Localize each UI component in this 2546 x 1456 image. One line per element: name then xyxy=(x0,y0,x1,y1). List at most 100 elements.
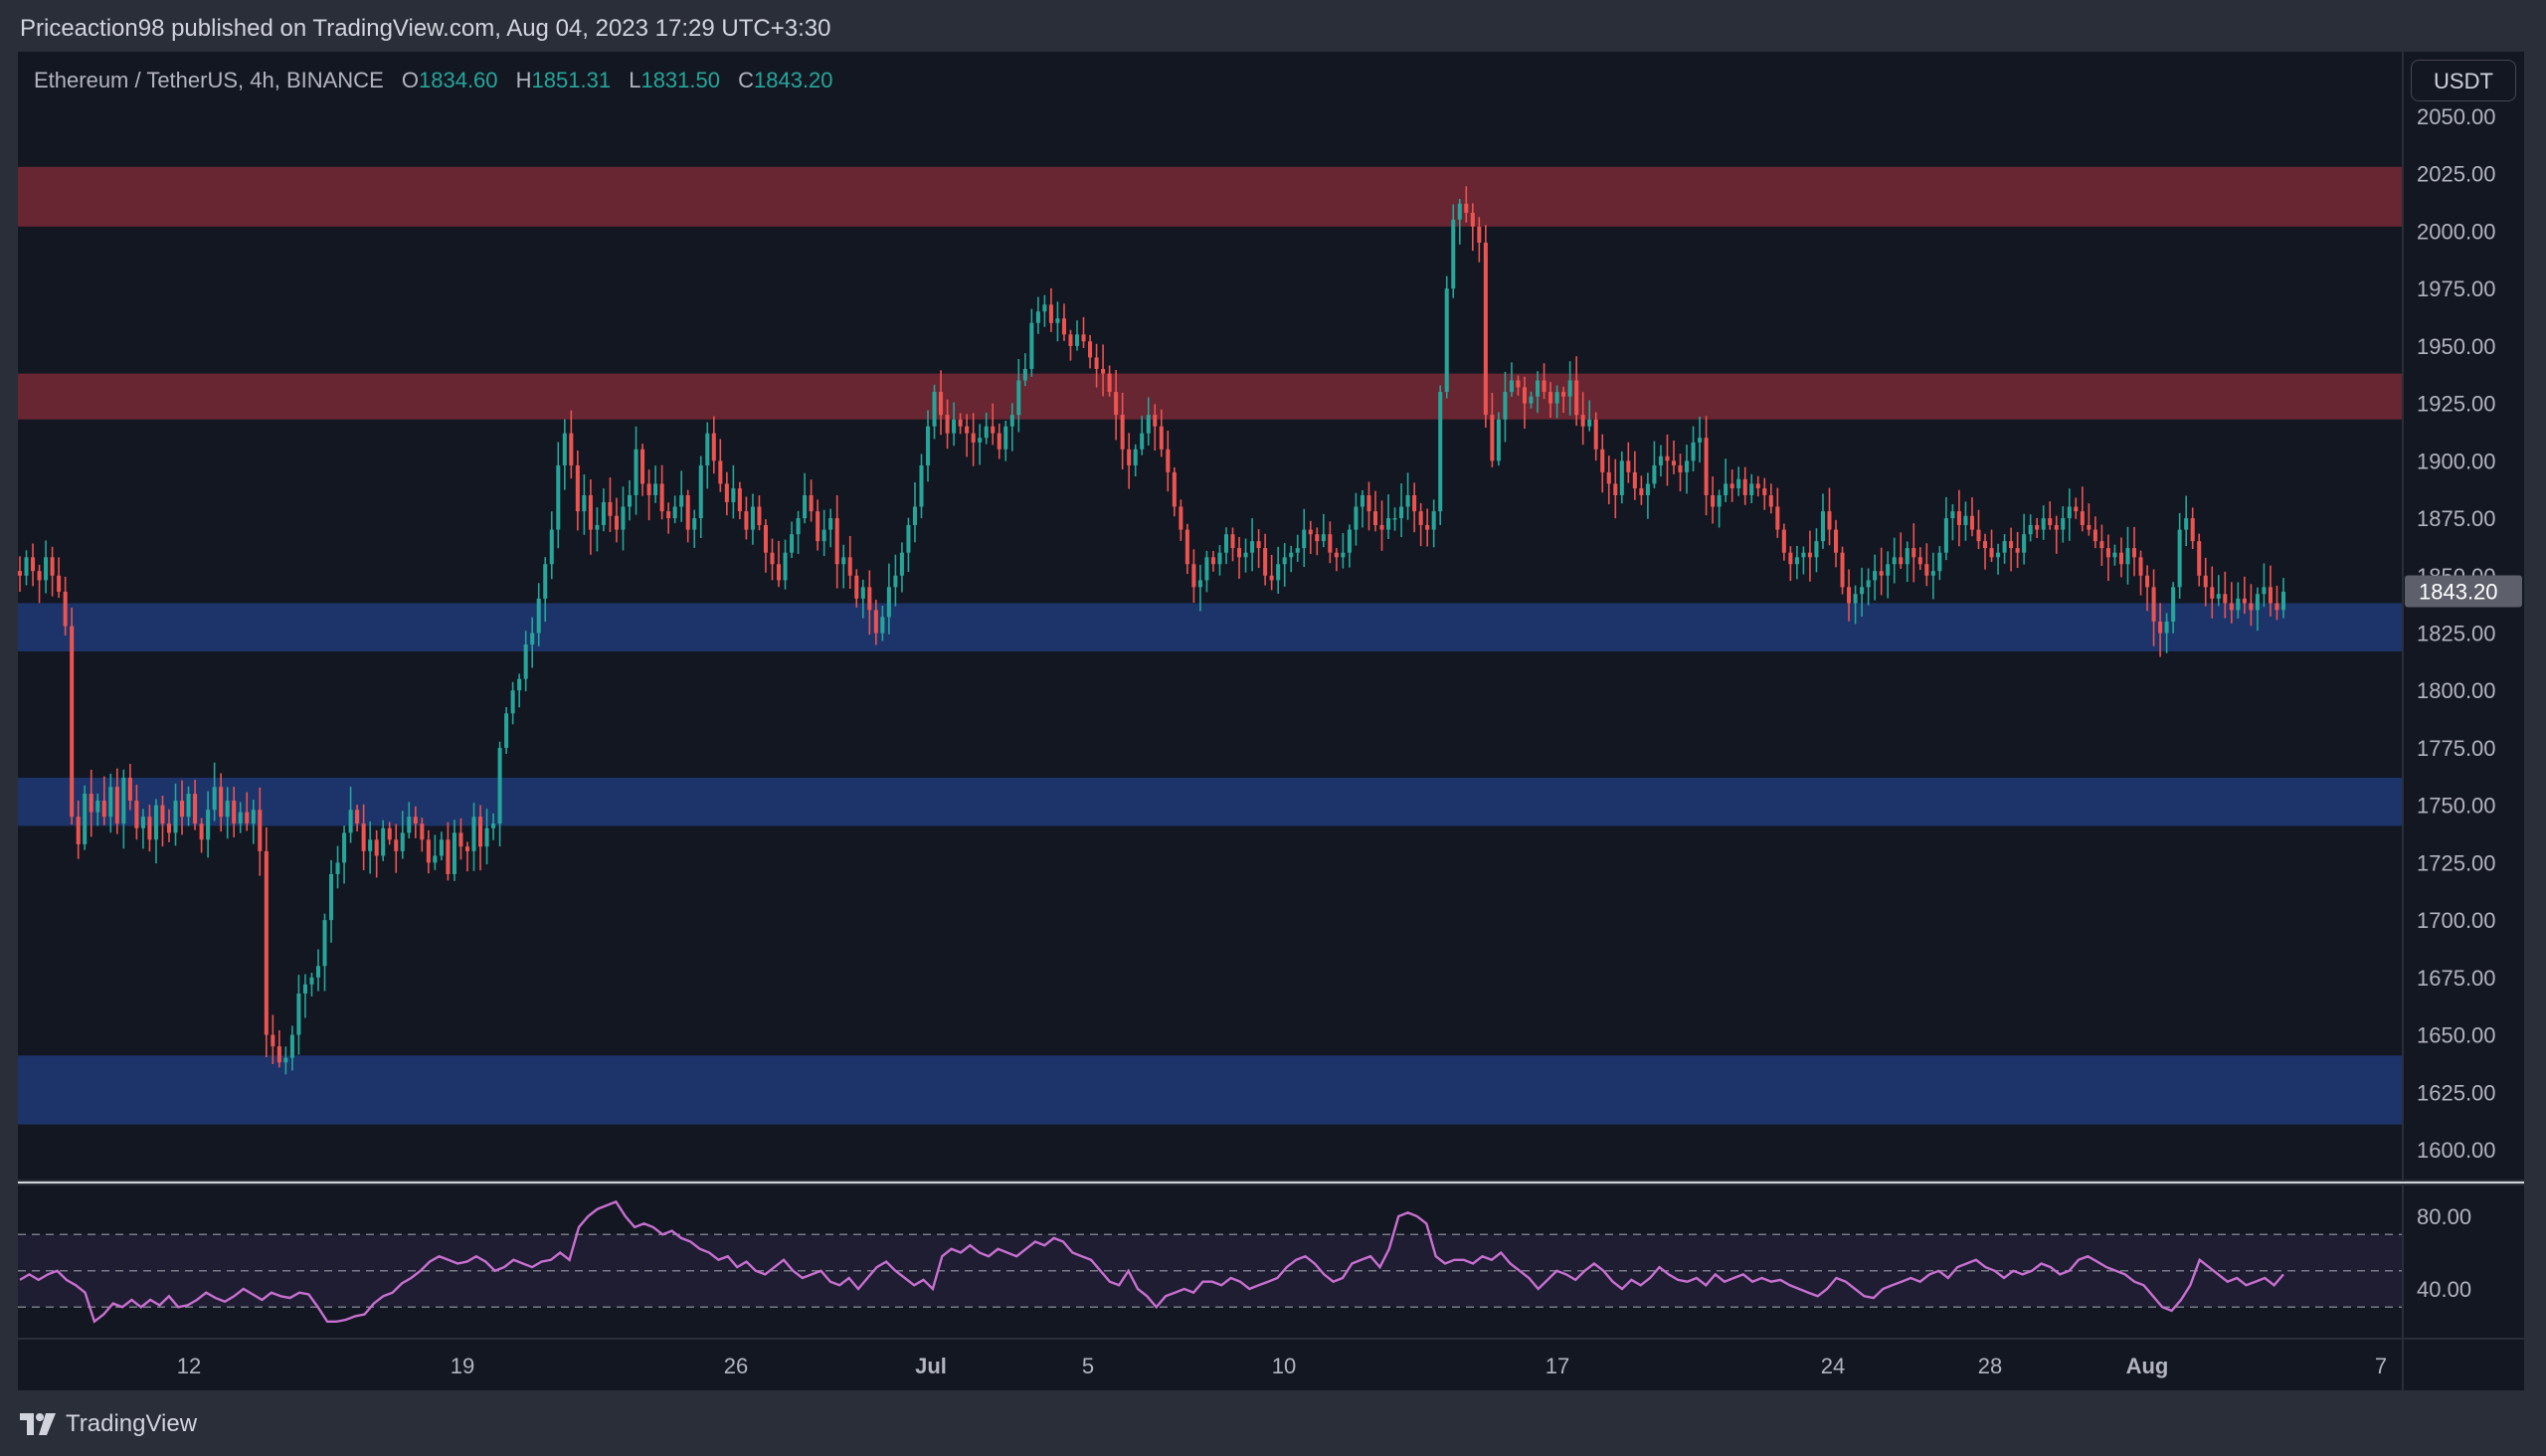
candle-body xyxy=(108,787,113,818)
candle-body xyxy=(1451,219,1456,289)
candle-body xyxy=(2028,524,2033,535)
candle-body xyxy=(1360,494,1364,507)
candle-body xyxy=(809,494,814,512)
candle-body xyxy=(1853,594,1858,604)
candle-body xyxy=(1282,557,1287,565)
time-tick-label: 10 xyxy=(1272,1354,1296,1378)
tradingview-logo[interactable]: TradingView xyxy=(20,1406,197,1442)
low-value: 1831.50 xyxy=(640,68,720,92)
candle-body xyxy=(1179,506,1183,530)
symbol-legend: Ethereum / TetherUS, 4h, BINANCE O1834.6… xyxy=(34,64,833,97)
candle-body xyxy=(491,823,496,828)
candle-body xyxy=(1775,506,1780,530)
candle-body xyxy=(1120,415,1125,450)
candle-body xyxy=(816,511,820,542)
candle-body xyxy=(1405,494,1410,507)
candle-body xyxy=(1892,557,1897,565)
candle-body xyxy=(63,591,68,627)
candle-body xyxy=(1600,449,1605,472)
candle-body xyxy=(1334,552,1339,558)
candle-body xyxy=(919,464,924,507)
time-tick-label: 5 xyxy=(1082,1354,1094,1378)
high-value: 1851.31 xyxy=(531,68,612,92)
candle-body xyxy=(867,587,872,611)
candle-body xyxy=(1302,529,1307,549)
candle-body xyxy=(1626,460,1631,472)
candle-body xyxy=(1827,511,1832,530)
tradingview-logo-icon xyxy=(20,1413,56,1435)
currency-button[interactable]: USDT xyxy=(2411,60,2516,101)
candle-body xyxy=(803,494,808,519)
resistance-zone-1 xyxy=(18,166,2402,227)
candle-body xyxy=(296,993,301,1035)
candle-body xyxy=(1781,529,1786,553)
candle-body xyxy=(1801,552,1806,558)
candle-body xyxy=(1685,460,1690,472)
price-tick-label: 1900.00 xyxy=(2417,449,2496,473)
candle-body xyxy=(821,529,826,542)
candle-body xyxy=(407,817,412,833)
candle-body xyxy=(653,483,658,495)
candle-body xyxy=(89,794,93,813)
candle-body xyxy=(893,575,898,588)
candle-body xyxy=(595,524,600,530)
candle-body xyxy=(575,464,580,512)
candle-body xyxy=(2054,524,2059,530)
candle-body xyxy=(1516,380,1521,388)
candle-body xyxy=(1237,548,1242,558)
candle-body xyxy=(264,850,269,1035)
candle-body xyxy=(1483,242,1488,416)
candle-body xyxy=(1548,392,1553,404)
candle-body xyxy=(251,810,256,824)
candle-body xyxy=(2171,587,2176,622)
candle-body xyxy=(1412,494,1417,512)
candle-body xyxy=(1269,575,1274,581)
candle-body xyxy=(1924,564,1929,576)
candle-body xyxy=(1035,311,1040,323)
candle-body xyxy=(1976,529,1981,542)
candle-body xyxy=(173,801,178,833)
candle-body xyxy=(2249,603,2254,611)
candle-body xyxy=(1127,449,1132,465)
candle-body xyxy=(1230,534,1235,549)
candle-body xyxy=(2048,518,2053,525)
candle-body xyxy=(180,801,185,818)
candle-body xyxy=(1068,334,1073,346)
symbol-title: Ethereum / TetherUS, 4h, BINANCE xyxy=(34,68,384,92)
candle-body xyxy=(2274,603,2279,611)
candle-body xyxy=(37,571,42,581)
price-tick-label: 1925.00 xyxy=(2417,392,2496,417)
candle-body xyxy=(1328,534,1333,553)
candle-body xyxy=(1788,552,1793,565)
candle-body xyxy=(1276,564,1281,581)
candle-body xyxy=(1613,483,1618,495)
candle-body xyxy=(1873,571,1878,581)
candle-body xyxy=(1717,494,1722,507)
candle-body xyxy=(1711,494,1716,507)
candle-body xyxy=(698,464,703,519)
candle-body xyxy=(1159,426,1164,450)
candle-body xyxy=(2092,529,2097,542)
candle-body xyxy=(984,426,989,439)
candle-body xyxy=(796,518,801,535)
candle-body xyxy=(536,598,541,634)
high-label: H xyxy=(515,68,532,92)
candle-body xyxy=(659,483,664,512)
candle-body xyxy=(1347,529,1352,553)
candle-body xyxy=(640,449,645,484)
candle-body xyxy=(1698,438,1703,443)
candle-body xyxy=(672,506,677,519)
candle-body xyxy=(1522,387,1528,404)
candle-body xyxy=(1399,506,1404,519)
candle-body xyxy=(2236,598,2241,611)
candle-body xyxy=(1982,541,1988,549)
candle-body xyxy=(737,488,742,512)
candle-body xyxy=(614,515,619,530)
price-tick-label: 1775.00 xyxy=(2417,736,2496,761)
candle-body xyxy=(1606,471,1611,484)
candle-body xyxy=(1029,322,1034,369)
candle-body xyxy=(1101,368,1106,374)
candle-body xyxy=(1321,534,1326,542)
candle-body xyxy=(530,633,535,645)
